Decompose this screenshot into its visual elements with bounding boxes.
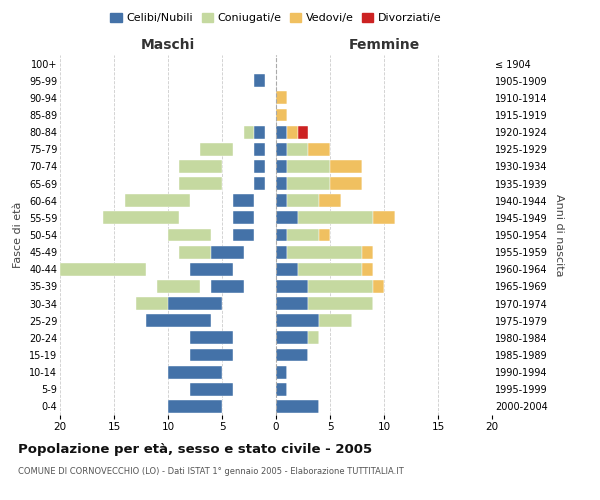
Bar (179, 314, 190, 327)
Bar (373, 280, 384, 293)
Bar (211, 280, 244, 293)
Bar (330, 177, 362, 190)
Bar (276, 194, 287, 207)
Bar (308, 280, 373, 293)
Bar (168, 366, 222, 378)
Bar (190, 383, 233, 396)
Bar (276, 160, 287, 173)
Bar (276, 348, 308, 362)
Bar (190, 314, 200, 327)
Bar (362, 263, 373, 276)
Bar (168, 297, 222, 310)
Bar (287, 160, 330, 173)
Bar (179, 246, 211, 258)
Bar (276, 126, 287, 138)
Bar (211, 246, 244, 258)
Bar (179, 160, 200, 173)
Bar (200, 143, 233, 156)
Text: Maschi: Maschi (141, 38, 195, 52)
Bar (308, 332, 319, 344)
Bar (103, 212, 179, 224)
Bar (254, 74, 265, 87)
Text: Popolazione per età, sesso e stato civile - 2005: Popolazione per età, sesso e stato civil… (18, 442, 372, 456)
Bar (125, 194, 190, 207)
Bar (190, 332, 233, 344)
Bar (362, 246, 373, 258)
Bar (254, 177, 265, 190)
Bar (254, 143, 265, 156)
Bar (157, 280, 200, 293)
Bar (298, 212, 373, 224)
Bar (244, 126, 254, 138)
Bar (276, 383, 287, 396)
Bar (308, 297, 373, 310)
Bar (298, 126, 308, 138)
Bar (330, 160, 362, 173)
Bar (136, 297, 179, 310)
Bar (287, 246, 362, 258)
Bar (276, 366, 287, 378)
Legend: Celibi/Nubili, Coniugati/e, Vedovi/e, Divorziati/e: Celibi/Nubili, Coniugati/e, Vedovi/e, Di… (108, 10, 444, 26)
Bar (287, 177, 330, 190)
Bar (276, 228, 287, 241)
Bar (308, 143, 330, 156)
Bar (319, 314, 352, 327)
Bar (276, 400, 319, 413)
Bar (319, 228, 330, 241)
Bar (190, 263, 233, 276)
Bar (287, 143, 308, 156)
Y-axis label: Anni di nascita: Anni di nascita (554, 194, 565, 276)
Bar (276, 246, 287, 258)
Bar (319, 194, 341, 207)
Bar (276, 297, 308, 310)
Bar (276, 332, 308, 344)
Bar (60, 263, 146, 276)
Bar (179, 160, 222, 173)
Bar (287, 194, 319, 207)
Bar (233, 194, 254, 207)
Bar (276, 314, 319, 327)
Bar (276, 263, 298, 276)
Bar (254, 160, 265, 173)
Y-axis label: Fasce di età: Fasce di età (13, 202, 23, 268)
Bar (287, 228, 319, 241)
Bar (179, 177, 222, 190)
Bar (276, 92, 287, 104)
Bar (146, 314, 211, 327)
Bar (254, 126, 265, 138)
Bar (276, 280, 308, 293)
Bar (233, 228, 254, 241)
Bar (276, 212, 298, 224)
Bar (233, 212, 254, 224)
Bar (287, 126, 298, 138)
Bar (373, 212, 395, 224)
Text: Femmine: Femmine (349, 38, 419, 52)
Bar (298, 263, 362, 276)
Bar (168, 400, 222, 413)
Bar (190, 348, 233, 362)
Bar (168, 228, 211, 241)
Bar (276, 108, 287, 122)
Bar (276, 143, 287, 156)
Bar (276, 177, 287, 190)
Text: COMUNE DI CORNOVECCHIO (LO) - Dati ISTAT 1° gennaio 2005 - Elaborazione TUTTITAL: COMUNE DI CORNOVECCHIO (LO) - Dati ISTAT… (18, 468, 404, 476)
